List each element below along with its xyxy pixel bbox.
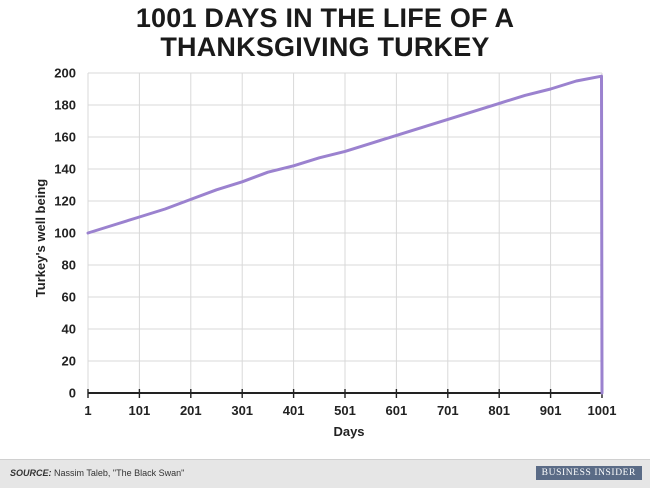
y-tick-label: 20 [62, 354, 76, 369]
y-tick-label: 0 [69, 386, 76, 401]
x-tick-label: 1001 [588, 403, 617, 418]
x-tick-label: 301 [231, 403, 253, 418]
x-axis-title: Days [333, 424, 364, 439]
y-tick-label: 120 [54, 194, 76, 209]
x-tick-label: 901 [540, 403, 562, 418]
x-tick-label: 101 [129, 403, 151, 418]
x-tick-label: 601 [386, 403, 408, 418]
y-axis-title: Turkey's well being [33, 179, 48, 298]
y-tick-label: 160 [54, 130, 76, 145]
x-tick-label: 501 [334, 403, 356, 418]
y-tick-label: 100 [54, 226, 76, 241]
x-tick-label: 801 [488, 403, 510, 418]
chart-title-line-2: THANKSGIVING TURKEY [160, 32, 490, 62]
footer-bar: SOURCE: Nassim Taleb, "The Black Swan" B… [0, 459, 650, 488]
x-tick-label: 1 [84, 403, 91, 418]
source-label: SOURCE: [10, 468, 52, 478]
y-tick-label: 200 [54, 66, 76, 81]
y-tick-label: 180 [54, 98, 76, 113]
y-tick-label: 140 [54, 162, 76, 177]
series-line [86, 74, 604, 395]
y-tick-label: 80 [62, 258, 76, 273]
y-tick-label: 40 [62, 322, 76, 337]
line-chart: 0 20 40 60 80 100 120 140 160 180 200 1 101 201 301 401… [33, 66, 617, 440]
y-tick-label: 60 [62, 290, 76, 305]
brand-logo: BUSINESS INSIDER [535, 466, 642, 480]
chart-title-line-1: 1001 DAYS IN THE LIFE OF A [135, 3, 515, 33]
x-tick-label: 701 [437, 403, 459, 418]
source-note: SOURCE: Nassim Taleb, "The Black Swan" [10, 468, 184, 478]
chart-title: 1001 DAYS IN THE LIFE OF A THANKSGIVING … [0, 4, 650, 62]
source-text: Nassim Taleb, "The Black Swan" [51, 468, 185, 478]
x-tick-label: 401 [283, 403, 305, 418]
x-tick-label: 201 [180, 403, 202, 418]
